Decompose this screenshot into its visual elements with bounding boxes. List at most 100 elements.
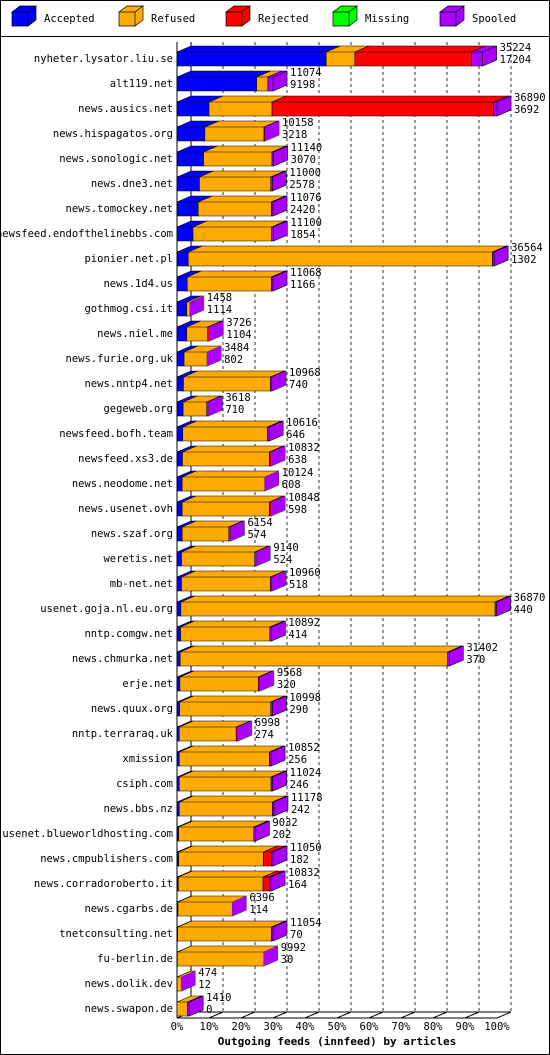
accepted-label: 598 — [288, 504, 307, 516]
tick-mark — [496, 1011, 512, 1019]
accepted-label: 12 — [198, 979, 211, 991]
offered-label: 11140 — [291, 142, 323, 154]
offered-label: 11076 — [290, 192, 322, 204]
offered-label: 6396 — [249, 892, 274, 904]
accepted-label: 274 — [255, 729, 274, 741]
bar-segment — [471, 45, 497, 67]
accepted-label: 202 — [272, 829, 291, 841]
tick-mark — [304, 1011, 320, 1019]
accepted-label: 646 — [286, 429, 305, 441]
offered-label: 11068 — [290, 267, 322, 279]
bar-segment — [265, 121, 279, 141]
legend-swatch — [331, 5, 359, 27]
y-tick-label: news.niel.me — [97, 328, 173, 340]
offered-label: 11054 — [290, 917, 322, 929]
y-tick-label: usenet.goja.nl.eu.org — [40, 603, 173, 615]
offered-label: 10998 — [289, 692, 321, 704]
accepted-label: 242 — [291, 804, 310, 816]
y-tick-label: newsfeed.endofthelinebbs.com — [0, 228, 173, 240]
bar-segment — [178, 745, 284, 767]
bar-segment — [177, 920, 286, 942]
bar-segment — [181, 971, 196, 991]
bar-segment — [178, 795, 287, 817]
y-tick-label: news.dne3.net — [91, 178, 173, 190]
accepted-label: 1302 — [511, 254, 536, 266]
accepted-label: 256 — [288, 754, 307, 766]
y-tick-label: news.usenet.ovh — [78, 503, 173, 515]
bar-segment — [208, 396, 223, 416]
bar-segment — [179, 645, 463, 667]
bar-segment — [180, 620, 285, 642]
y-tick-label: fu-berlin.de — [97, 953, 173, 965]
offered-label: 9032 — [272, 817, 297, 829]
bar-segment — [493, 95, 512, 117]
x-tick-label: 60% — [360, 1021, 380, 1033]
bar-segment — [177, 945, 279, 967]
tick-mark — [432, 1011, 448, 1019]
y-tick-label: news.cgarbs.de — [84, 903, 173, 915]
accepted-label: 1104 — [226, 329, 251, 341]
bar-segment — [180, 595, 510, 617]
y-tick-label: news.chmurka.net — [72, 653, 173, 665]
bar-segment — [272, 371, 287, 391]
bar-segment — [183, 370, 285, 392]
offered-label: 11024 — [290, 767, 322, 779]
offered-label: 9568 — [277, 667, 302, 679]
legend-label: Missing — [365, 13, 409, 25]
accepted-label: 802 — [224, 354, 243, 366]
y-tick-label: xmission — [122, 753, 173, 765]
bar-segment — [271, 195, 288, 217]
x-tick-label: 100% — [484, 1021, 510, 1033]
bar-segment — [271, 220, 288, 242]
x-tick-label: 50% — [328, 1021, 348, 1033]
legend-swatch — [10, 5, 38, 27]
bar-segment — [187, 995, 204, 1017]
x-tick-label: 40% — [296, 1021, 316, 1033]
bar-segment — [271, 496, 286, 516]
accepted-label: 370 — [466, 654, 485, 666]
y-tick-label: news.swapon.de — [84, 1003, 173, 1015]
y-tick-label: news.hispagatos.org — [53, 128, 173, 140]
bar-segment — [237, 721, 252, 741]
accepted-label: 17204 — [500, 54, 532, 66]
offered-label: 36890 — [514, 92, 546, 104]
accepted-label: 246 — [290, 779, 309, 791]
offered-label: 31402 — [466, 642, 498, 654]
accepted-label: 290 — [289, 704, 308, 716]
bar-segment — [267, 70, 288, 92]
offered-label: 1410 — [206, 992, 231, 1004]
accepted-label: 2578 — [289, 179, 314, 191]
legend-swatch — [224, 5, 252, 27]
y-tick-label: news.cmpublishers.com — [40, 853, 173, 865]
offered-label: 9140 — [273, 542, 298, 554]
bar-segment — [253, 820, 270, 842]
bar-segment — [181, 470, 279, 492]
bar-segment — [271, 95, 509, 117]
accepted-label: 740 — [289, 379, 308, 391]
bar-segment — [271, 145, 288, 167]
x-axis-title: Outgoing feeds (innfeed) by articles — [218, 1035, 456, 1048]
bar-segment — [272, 571, 287, 591]
offered-label: 3726 — [226, 317, 251, 329]
x-tick-label: 70% — [392, 1021, 412, 1033]
offered-label: 3618 — [225, 392, 250, 404]
offered-label: 10158 — [282, 117, 314, 129]
bar-segment — [263, 946, 278, 966]
accepted-label: 710 — [225, 404, 244, 416]
offered-label: 11178 — [291, 792, 323, 804]
y-tick-label: csiph.com — [116, 778, 173, 790]
bar-segment — [267, 420, 284, 442]
bar-segment — [447, 645, 464, 667]
offered-label: 10616 — [286, 417, 318, 429]
bar-segment — [272, 795, 289, 817]
bar-segment — [270, 170, 287, 192]
bar-segment — [209, 321, 224, 341]
bar-segment — [270, 695, 287, 717]
bar-segment — [177, 870, 278, 892]
y-tick-label: nyheter.lysator.liu.se — [34, 53, 173, 65]
y-tick-label: news.neodome.net — [72, 478, 173, 490]
accepted-label: 638 — [288, 454, 307, 466]
bar-segment — [182, 445, 284, 467]
offered-label: 10852 — [288, 742, 320, 754]
bar-segment — [181, 570, 285, 592]
